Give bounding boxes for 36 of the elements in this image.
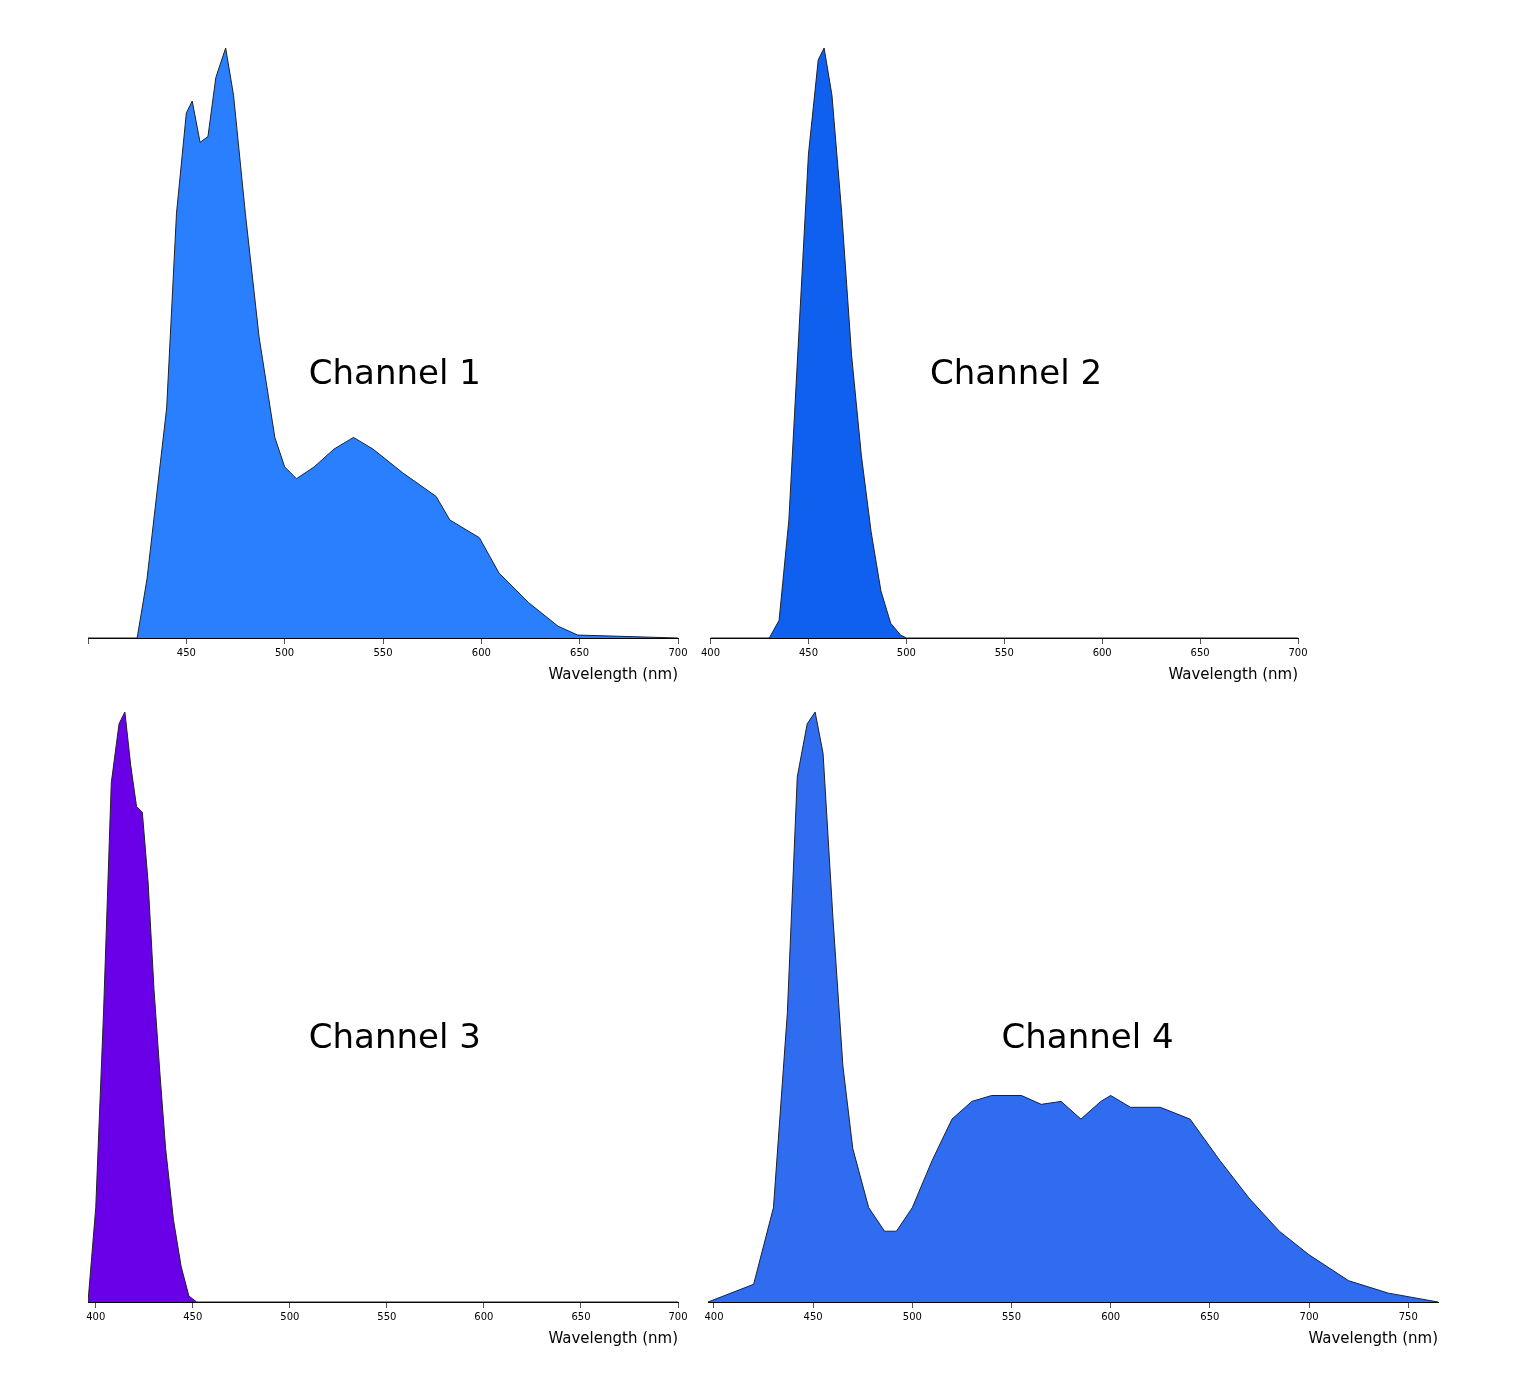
x-tick-label: 600	[474, 1310, 494, 1322]
x-tick-label: 450	[798, 646, 818, 658]
x-axis-title: Wavelength (nm)	[1308, 1328, 1438, 1347]
x-tick-label: 550	[994, 646, 1014, 658]
x-tick-label: 650	[1190, 646, 1210, 658]
x-axis-title: Wavelength (nm)	[548, 664, 678, 683]
x-tick-label: 700	[1288, 646, 1308, 658]
text: Channel 4	[1001, 1016, 1174, 1057]
x-tick-label: 600	[471, 646, 491, 658]
x-tick-label: 400	[86, 1310, 106, 1322]
x-tick-label: 550	[373, 646, 393, 658]
x-tick-label: 550	[1001, 1310, 1022, 1322]
text: Channel 3	[308, 1016, 481, 1057]
x-tick-label: 500	[896, 646, 916, 658]
x-axis-title: Wavelength (nm)	[1168, 664, 1298, 683]
x-tick-label: 600	[1092, 646, 1112, 658]
x-tick-label: 450	[176, 646, 196, 658]
x-axis-title: Wavelength (nm)	[548, 1328, 678, 1347]
x-tick-label: 700	[1299, 1310, 1319, 1322]
x-tick-label: 450	[183, 1310, 203, 1322]
x-tick-label: 500	[280, 1310, 300, 1322]
x-tick-label: 650	[571, 1310, 591, 1322]
x-tick-label: 450	[803, 1310, 823, 1322]
x-tick-label: 400	[704, 1310, 724, 1322]
text: Channel 2	[930, 352, 1103, 393]
x-tick-label: 750	[1398, 1310, 1418, 1322]
text: Channel 1	[308, 352, 481, 393]
x-tick-label: 650	[1200, 1310, 1220, 1322]
x-tick-label: 700	[668, 1310, 688, 1322]
x-tick-label: 600	[1101, 1310, 1121, 1322]
x-tick-label: 700	[668, 646, 688, 658]
x-tick-label: 400	[701, 646, 721, 658]
x-tick-label: 500	[275, 646, 295, 658]
x-tick-label: 650	[570, 646, 590, 658]
x-tick-label: 550	[377, 1310, 397, 1322]
x-tick-label: 500	[902, 1310, 922, 1322]
